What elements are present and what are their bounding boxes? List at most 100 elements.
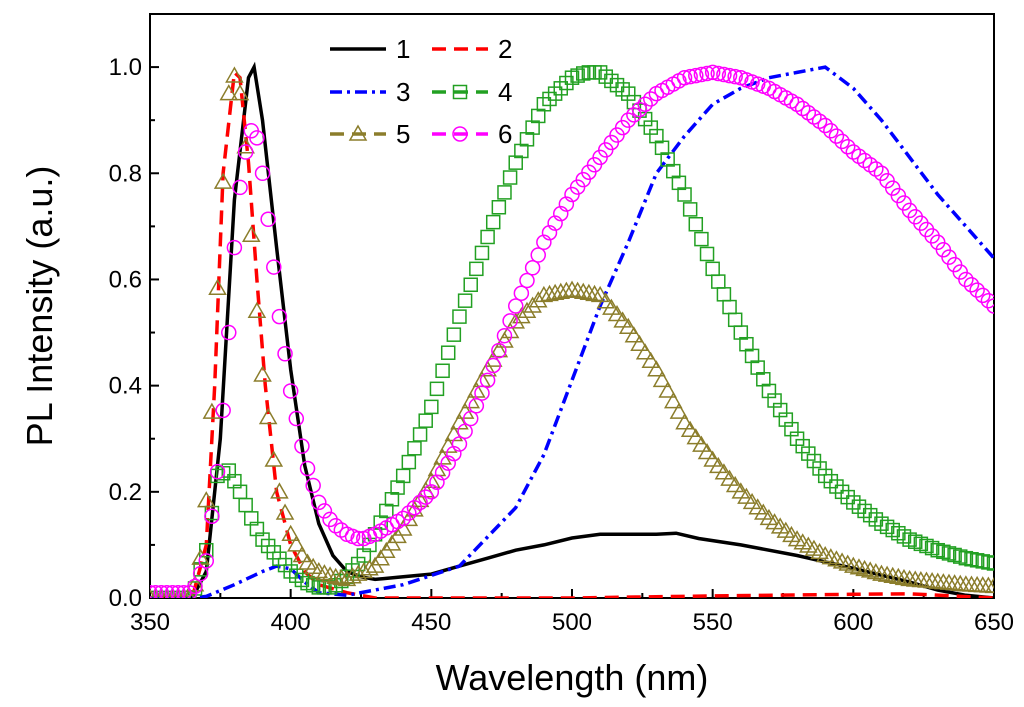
series-4-marker	[986, 556, 994, 571]
series-4-marker	[677, 187, 692, 202]
series-6-marker	[288, 410, 305, 427]
series-2	[150, 68, 994, 598]
series-6-marker	[271, 308, 288, 325]
series-4-marker	[536, 97, 552, 112]
series-6-marker	[980, 292, 994, 309]
series-5-marker	[540, 284, 559, 302]
series-6-marker	[682, 68, 698, 85]
legend-label: 5	[396, 119, 410, 149]
series-4-marker	[744, 348, 760, 364]
series-6-marker	[153, 584, 170, 598]
series-4-marker	[244, 511, 259, 526]
series-6-marker	[451, 436, 468, 452]
series-4-marker	[435, 363, 450, 379]
series-6-marker	[963, 277, 980, 293]
series-5-marker	[500, 321, 520, 339]
series-4-marker	[857, 503, 872, 519]
series-5-marker	[196, 491, 216, 508]
series-6-marker	[150, 584, 158, 598]
series-5-marker	[292, 546, 312, 563]
series-6-marker	[462, 410, 479, 427]
series-4-marker	[682, 202, 698, 217]
series-5-marker	[641, 351, 661, 368]
series-6-marker	[491, 342, 507, 359]
series-4-marker	[469, 261, 484, 277]
series-6-marker	[839, 138, 856, 155]
series-4-marker	[221, 463, 237, 478]
series-6-marker	[406, 499, 423, 516]
series-4-marker	[283, 564, 298, 579]
series-6-marker	[423, 484, 440, 500]
series-6-marker	[496, 327, 513, 344]
series-6-marker	[474, 385, 490, 401]
series-5-marker	[275, 503, 295, 520]
series-5-marker	[264, 450, 284, 467]
series-6-marker	[552, 205, 569, 222]
series-5-marker	[849, 558, 869, 575]
series-5-marker	[635, 343, 655, 360]
series-5-marker	[618, 317, 638, 334]
series-6-marker	[806, 109, 822, 125]
series-4-marker	[727, 312, 743, 328]
series-6-marker	[260, 211, 276, 228]
series-6-marker	[834, 133, 850, 150]
series-4-marker	[789, 431, 805, 446]
series-5-marker	[675, 413, 694, 430]
series-6-marker	[429, 474, 445, 491]
series-4-marker	[553, 81, 568, 96]
series-4-marker	[519, 132, 535, 147]
series-5-marker	[613, 311, 632, 328]
series-5-marker	[647, 360, 666, 377]
series-6-marker	[294, 438, 310, 454]
x-tick-label: 450	[411, 609, 451, 636]
plot-frame	[149, 13, 995, 599]
series-4-marker	[649, 128, 664, 144]
series-6-marker	[507, 298, 524, 314]
series-5-marker	[590, 285, 610, 303]
y-tick-label: 0.8	[109, 160, 142, 187]
series-4-marker	[834, 484, 850, 500]
series-5-marker	[883, 566, 903, 583]
series-6-marker	[823, 123, 839, 139]
series-5-marker	[512, 307, 531, 324]
series-6-marker	[541, 224, 558, 241]
series-5-marker	[579, 283, 599, 301]
legend-item-2: 2	[432, 34, 512, 64]
series-5-marker	[241, 225, 261, 242]
series-5-marker	[663, 392, 683, 409]
series-4-marker	[930, 542, 945, 558]
series-6-marker	[254, 165, 271, 182]
series-6-marker	[446, 445, 462, 462]
legend-marker	[452, 84, 468, 100]
series-6-marker	[536, 234, 552, 251]
series-5-marker	[320, 566, 340, 583]
series-1-line	[150, 61, 994, 598]
series-6-marker	[704, 64, 721, 81]
series-6-marker	[519, 272, 535, 289]
series-5-marker	[551, 282, 571, 299]
series-6-marker	[170, 584, 186, 598]
series-5-marker	[178, 588, 190, 598]
series-4-marker	[384, 492, 400, 507]
series-6-marker	[187, 578, 203, 595]
y-tick-label: 0.6	[109, 266, 142, 293]
series-6-marker	[457, 423, 473, 440]
series-5-marker	[714, 463, 734, 480]
series-4-marker	[429, 381, 445, 397]
series-6-marker	[620, 112, 637, 128]
series-5-marker	[838, 554, 857, 571]
series-5-marker	[309, 561, 329, 579]
series-4-marker	[615, 82, 630, 97]
series-4-marker	[564, 70, 580, 85]
y-tick-label: 0.0	[109, 585, 142, 612]
series-6-marker	[851, 148, 867, 165]
legend-label: 2	[498, 34, 512, 64]
series-4-marker	[981, 555, 994, 570]
series-4-marker	[654, 140, 670, 156]
series-4-marker	[711, 274, 726, 289]
series-4-marker	[227, 473, 242, 489]
series-4-marker	[621, 86, 636, 101]
series-4-marker	[761, 383, 777, 399]
series-4-marker	[924, 540, 940, 556]
series-4-marker	[772, 402, 788, 418]
